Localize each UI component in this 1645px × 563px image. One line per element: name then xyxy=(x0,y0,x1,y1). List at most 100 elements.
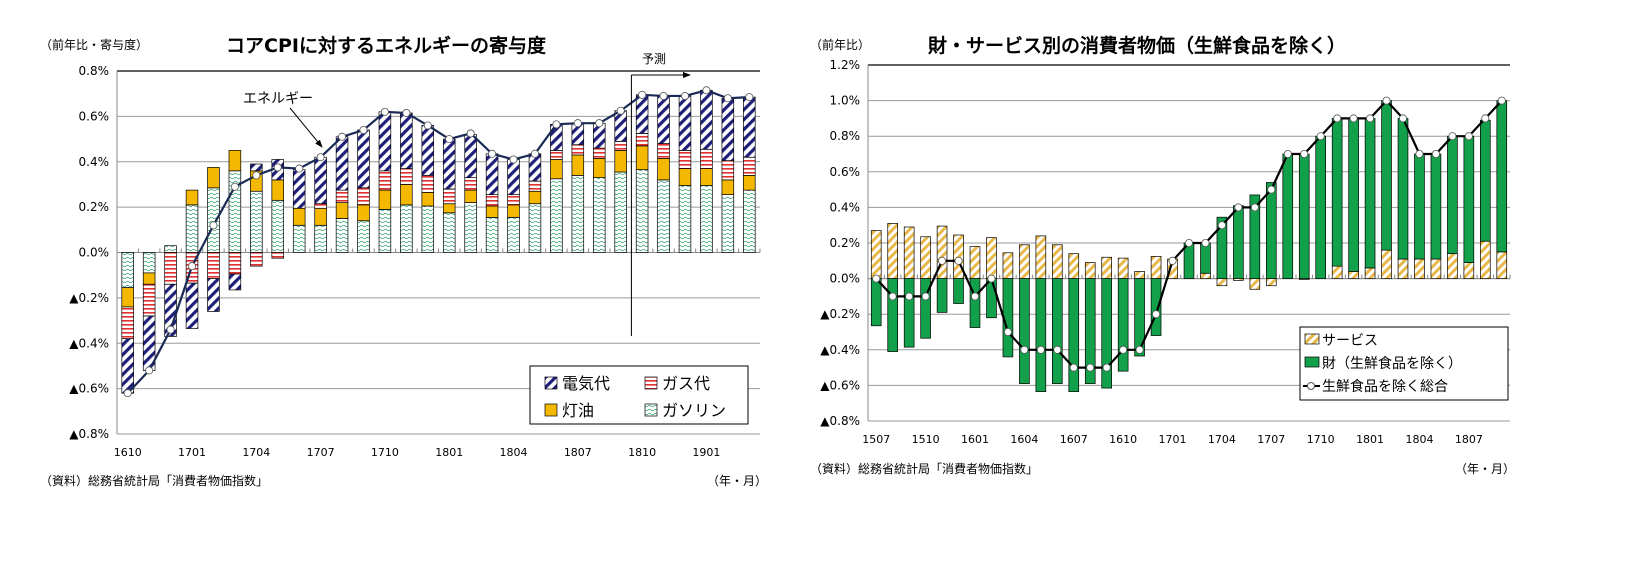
bar-goods xyxy=(1381,100,1392,251)
bar-gas xyxy=(657,143,670,159)
bar-gasoline xyxy=(442,212,456,253)
line-point xyxy=(359,125,368,134)
line-point xyxy=(1464,132,1473,141)
bar-gasoline xyxy=(357,220,370,253)
y-tick-label: 0.6% xyxy=(79,109,110,123)
y-tick-label: ▲0.4% xyxy=(69,336,109,350)
bar-goods xyxy=(1496,100,1508,253)
bar-electricity xyxy=(464,134,477,178)
line-point xyxy=(1201,238,1210,247)
bar-kerosene xyxy=(314,207,327,226)
bar-goods xyxy=(1397,118,1409,260)
bar-gas xyxy=(121,306,134,340)
y-tick-label: 0.0% xyxy=(830,272,861,286)
line-point xyxy=(1448,132,1457,141)
line-point xyxy=(1102,363,1111,372)
bar-gas xyxy=(550,150,563,160)
y-tick-label: 0.2% xyxy=(79,200,110,214)
y-tick-label: 0.6% xyxy=(830,165,861,179)
legend-swatch xyxy=(1304,333,1320,345)
bar-gas xyxy=(743,156,756,176)
bar-electricity xyxy=(635,94,649,134)
bar-kerosene xyxy=(571,154,585,176)
bar-gas xyxy=(721,160,735,181)
bar-electricity xyxy=(185,282,199,329)
bar-gas xyxy=(593,147,606,159)
chart1-forecast-label: 予測 xyxy=(642,52,667,66)
bar-goods xyxy=(936,278,948,313)
bar-kerosene xyxy=(528,190,542,205)
bar-electricity xyxy=(357,129,370,189)
line-point xyxy=(1415,149,1424,158)
bar-goods xyxy=(1150,278,1162,336)
line-point xyxy=(1086,363,1095,372)
legend-swatch xyxy=(544,403,558,417)
bar-electricity xyxy=(678,95,692,151)
line-point xyxy=(488,149,497,158)
bar-services xyxy=(887,223,898,279)
bar-services xyxy=(1348,271,1359,279)
bar-services xyxy=(1019,244,1030,279)
line-point xyxy=(1020,345,1029,354)
bar-goods xyxy=(870,278,882,327)
bar-services xyxy=(870,230,882,279)
y-tick-label: 1.2% xyxy=(830,58,861,72)
chart2-title: 財・サービス別の消費者物価（生鮮食品を除く） xyxy=(928,35,1347,57)
bar-gasoline xyxy=(593,177,606,253)
bar-goods xyxy=(1298,153,1310,279)
bar-gas xyxy=(271,252,284,259)
x-tick-label: 1704 xyxy=(1208,433,1236,446)
bar-kerosene xyxy=(743,175,756,191)
bar-gasoline xyxy=(250,190,263,253)
bar-gasoline xyxy=(657,179,670,253)
bar-electricity xyxy=(250,163,263,172)
legend-box xyxy=(1299,326,1509,401)
bar-gasoline xyxy=(335,218,349,253)
line-point xyxy=(188,262,197,271)
y-tick-label: ▲0.2% xyxy=(69,291,109,305)
bar-kerosene xyxy=(635,145,649,171)
bar-services xyxy=(1101,256,1112,279)
bar-gasoline xyxy=(485,216,499,253)
bar-services xyxy=(1414,258,1425,279)
bar-goods xyxy=(1233,205,1244,279)
bar-gasoline xyxy=(292,224,306,253)
x-tick-label: 1707 xyxy=(307,446,335,459)
bar-electricity xyxy=(442,138,456,190)
bar-goods xyxy=(1052,278,1063,384)
bar-services xyxy=(1266,278,1277,287)
x-tick-label: 1610 xyxy=(1109,433,1137,446)
bar-services xyxy=(903,226,915,279)
bar-kerosene xyxy=(335,202,349,219)
legend-swatch xyxy=(544,376,558,390)
x-tick-label: 1901 xyxy=(692,446,720,459)
bar-services xyxy=(1430,258,1442,279)
line-point xyxy=(166,325,175,334)
y-tick-label: ▲0.4% xyxy=(820,343,860,357)
bar-kerosene xyxy=(185,189,199,206)
bar-goods xyxy=(1414,153,1425,260)
bar-goods xyxy=(1249,194,1261,279)
line-point xyxy=(573,119,582,128)
line-point xyxy=(145,366,154,375)
line-point xyxy=(1267,185,1276,194)
x-tick-label: 1607 xyxy=(1060,433,1088,446)
line-point xyxy=(1481,114,1490,123)
bar-gas xyxy=(357,187,370,206)
bar-gas xyxy=(335,189,349,203)
bar-kerosene xyxy=(507,204,520,218)
legend-label: 財（生鮮食品を除く） xyxy=(1322,355,1462,372)
bar-services xyxy=(1463,262,1475,279)
y-tick-label: 0.0% xyxy=(79,246,110,260)
line-point xyxy=(1152,310,1161,319)
bar-services xyxy=(920,236,931,279)
bar-electricity xyxy=(507,159,520,195)
bar-goods xyxy=(986,278,997,319)
line-point xyxy=(971,292,980,301)
line-point xyxy=(380,107,389,116)
bar-kerosene xyxy=(142,272,156,285)
line-point xyxy=(530,149,539,158)
bar-gasoline xyxy=(507,216,520,253)
x-tick-label: 1701 xyxy=(178,446,206,459)
